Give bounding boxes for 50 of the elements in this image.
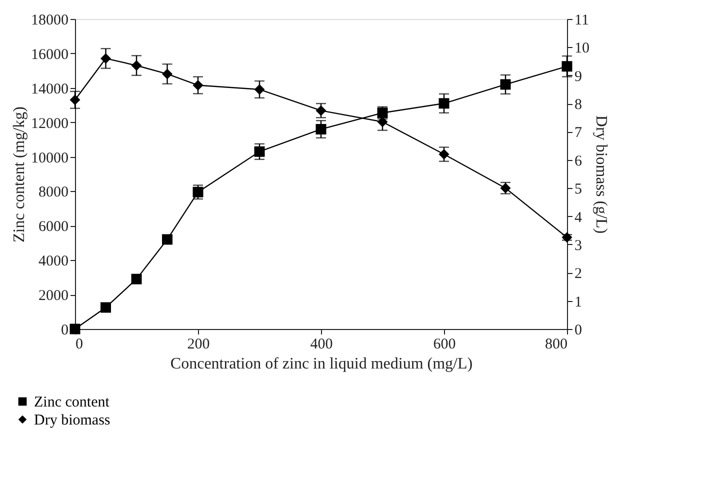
y2-tick-label: 4	[574, 210, 582, 226]
y2-tick-label: 1	[574, 294, 582, 310]
point	[500, 79, 511, 90]
y-tick-label: 18000	[31, 12, 68, 28]
y2-tick-label: 11	[574, 12, 589, 28]
point	[100, 302, 111, 313]
x-tick-label: 400	[310, 336, 333, 352]
point	[100, 53, 111, 64]
point	[131, 60, 142, 71]
point	[192, 186, 204, 198]
y-tick-label: 16000	[31, 46, 68, 63]
point	[316, 124, 326, 134]
y-tick-label: 10000	[31, 150, 68, 166]
y2-tick-label: 8	[574, 97, 582, 114]
point	[438, 98, 450, 109]
y-tick-label: 6000	[38, 219, 68, 236]
y-tick-label: 12000	[31, 116, 68, 132]
x-axis-title: Concentration of zinc in liquid medium (mg/L)	[170, 356, 473, 372]
y2-tick-label: 2	[574, 266, 582, 282]
point	[131, 274, 142, 284]
x-tick-label: 200	[187, 336, 210, 352]
y2-tick-label: 6	[574, 153, 582, 170]
legend-label: Zinc content	[34, 394, 110, 410]
point	[254, 146, 265, 157]
point	[377, 116, 388, 128]
y-tick-label: 2000	[38, 288, 68, 304]
point	[254, 84, 265, 95]
point	[162, 234, 172, 245]
point	[438, 149, 450, 160]
y2-axis-title: Dry biomass (g/L)	[592, 115, 610, 234]
y-tick-label: 4000	[38, 254, 68, 270]
y2-tick-label: 9	[574, 68, 582, 85]
y-axis-title: Zinc content (mg/kg)	[11, 106, 28, 242]
point	[562, 61, 572, 72]
y2-tick-label: 7	[574, 125, 582, 142]
point	[70, 324, 80, 334]
x-tick-label: 600	[433, 336, 456, 352]
point	[70, 94, 80, 106]
x-tick-label: 800	[545, 336, 568, 352]
point	[192, 80, 204, 90]
x-tick-label: 0	[76, 336, 83, 352]
y2-tick-label: 0	[574, 322, 582, 338]
y2-tick-label: 3	[574, 238, 582, 254]
y-tick-label: 8000	[38, 184, 68, 201]
y2-tick-label: 10	[574, 40, 590, 57]
y-tick-label: 14000	[31, 81, 68, 98]
y-tick-label: 0	[61, 322, 68, 338]
y2-tick-label: 5	[574, 182, 582, 198]
point	[162, 68, 172, 80]
legend-label: Dry biomass	[34, 412, 110, 428]
